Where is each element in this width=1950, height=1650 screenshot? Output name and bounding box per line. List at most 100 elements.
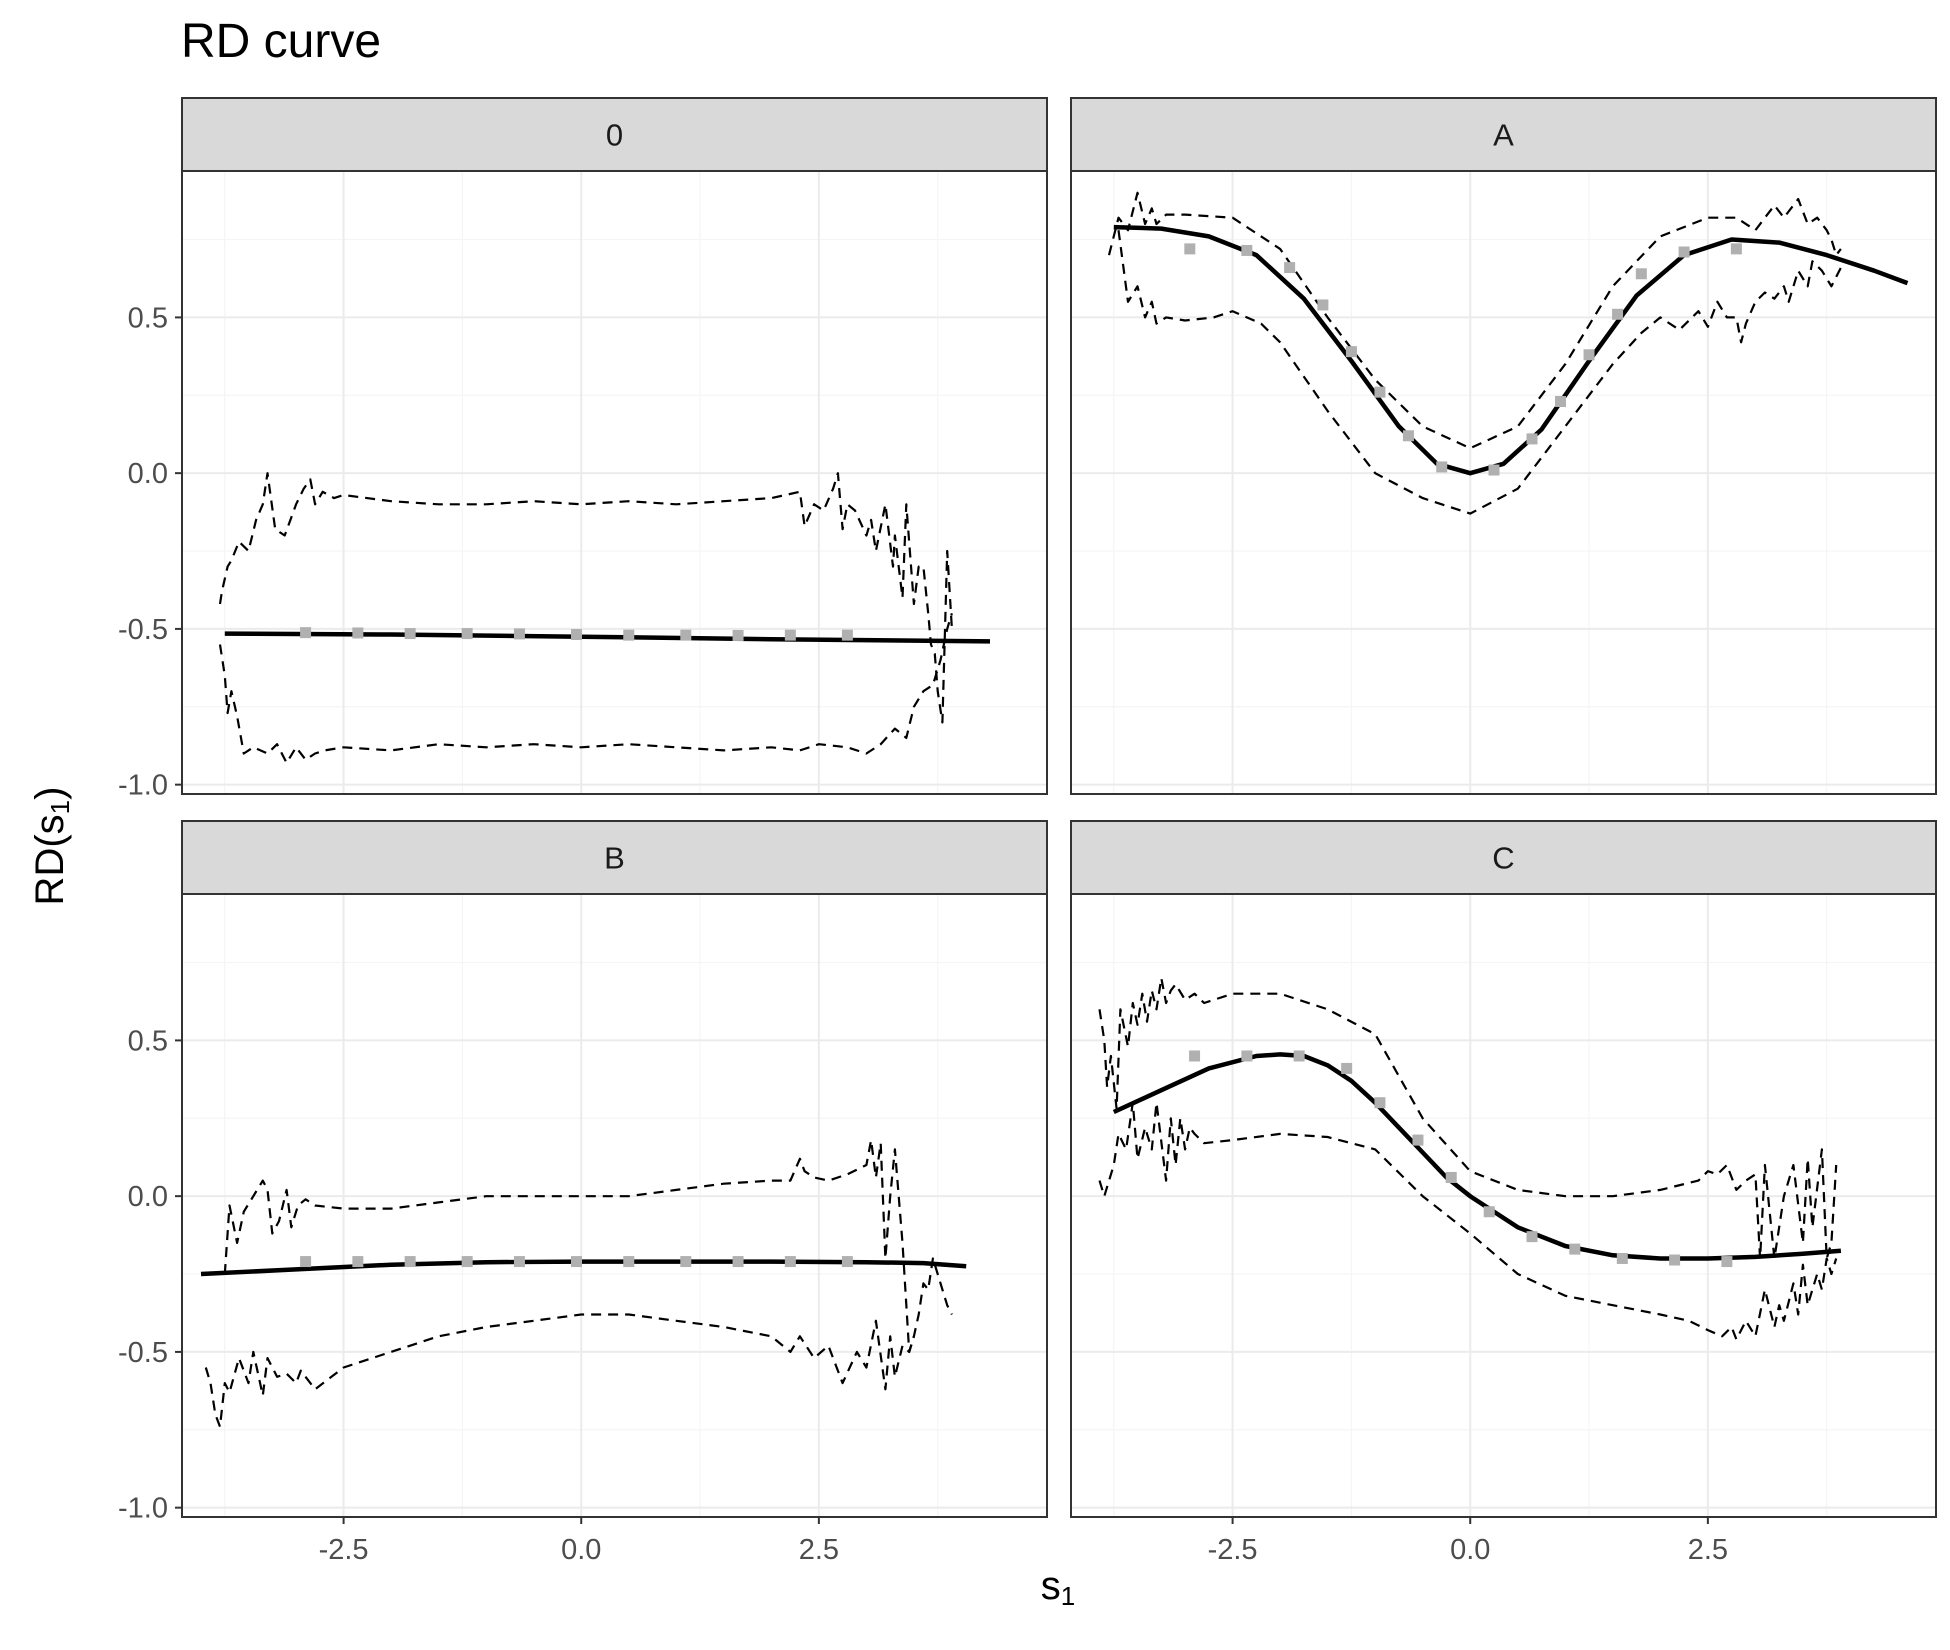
data-point-marker [784, 1256, 796, 1268]
facet-strip [1070, 97, 1937, 172]
estimate-line [1113, 224, 1909, 476]
estimate-line [1112, 1052, 1842, 1261]
panel-background [1071, 171, 1936, 794]
lower-line [1117, 230, 1842, 515]
facet-c: C -2.5 0.0 2.5 [1070, 820, 1937, 1566]
series-layer [1107, 191, 1909, 515]
upper-line [1098, 976, 1838, 1260]
data-point-marker [300, 627, 312, 639]
panel-background [1071, 894, 1936, 1517]
x-tick-label: 0.0 [561, 1534, 601, 1566]
facet-strip [181, 97, 1048, 172]
data-point-marker [461, 628, 473, 640]
lower-line [204, 1313, 915, 1428]
upper-line [218, 472, 953, 724]
data-point-marker [1184, 243, 1196, 255]
data-point-marker [1293, 1050, 1305, 1062]
data-point-marker [1721, 1256, 1733, 1268]
data-point-marker [352, 1256, 364, 1268]
y-tick-label: -1.0 [118, 770, 168, 802]
facet-0: 0 -1.0 -0.5 0.0 0.5 [118, 97, 1048, 802]
data-point-marker [1341, 1062, 1353, 1074]
chart-title: RD curve [181, 15, 382, 68]
data-point-marker [1402, 430, 1414, 442]
data-point-marker [1412, 1134, 1424, 1146]
data-point-marker [300, 1256, 312, 1268]
data-point-marker [732, 1256, 744, 1268]
data-point-marker [784, 629, 796, 641]
data-point-marker [352, 627, 364, 639]
y-tick-label: -0.5 [118, 1337, 168, 1369]
data-point-marker [1374, 386, 1386, 398]
series-layer [1098, 976, 1842, 1341]
data-point-marker [841, 629, 853, 641]
data-point-marker [1284, 262, 1296, 274]
lower-line [218, 612, 953, 765]
data-point-marker [1189, 1050, 1201, 1062]
x-tick-label: -2.5 [1208, 1534, 1258, 1566]
y-tick-label: -1.0 [118, 1493, 168, 1525]
facet-strip-label: C [1492, 841, 1514, 876]
facet-strip [1070, 820, 1937, 895]
data-point-marker [1526, 433, 1538, 445]
data-point-marker [1241, 1050, 1253, 1062]
series-layer [200, 1138, 967, 1428]
x-axis-label: s1 [1041, 1564, 1075, 1612]
x-tick-label: 0.0 [1450, 1534, 1490, 1566]
data-point-marker [570, 629, 582, 641]
data-point-marker [513, 628, 525, 640]
data-point-marker [841, 1256, 853, 1268]
y-tick-label: 0.5 [128, 1025, 168, 1057]
data-point-marker [1635, 268, 1647, 280]
data-point-marker [732, 629, 744, 641]
data-point-marker [1526, 1231, 1538, 1243]
facet-strip-label: B [604, 841, 625, 876]
facet-a: A [1070, 97, 1937, 795]
data-point-marker [623, 629, 635, 641]
data-point-marker [513, 1256, 525, 1268]
data-point-marker [1569, 1243, 1581, 1255]
facet-b: B -1.0 -0.5 0.0 0.5 -2.5 0.0 2.5 [118, 820, 1048, 1566]
panel-background [182, 894, 1047, 1517]
y-tick-label: 0.0 [128, 1181, 168, 1213]
data-point-marker [1483, 1206, 1495, 1218]
data-point-marker [404, 1256, 416, 1268]
panel-background [182, 171, 1047, 794]
y-tick-label: 0.5 [128, 302, 168, 334]
y-tick-label: -0.5 [118, 614, 168, 646]
data-point-marker [570, 1256, 582, 1268]
x-axis-label-sub: 1 [1060, 1581, 1076, 1611]
facet-strip-label: 0 [606, 118, 623, 153]
data-point-marker [1317, 299, 1329, 311]
data-point-marker [1488, 464, 1500, 476]
data-point-marker [1612, 308, 1624, 320]
data-point-marker [623, 1256, 635, 1268]
data-point-marker [1445, 1171, 1457, 1183]
data-point-marker [461, 1256, 473, 1268]
data-point-marker [1345, 346, 1357, 358]
lower-line [1098, 1101, 1838, 1341]
data-point-marker [1583, 349, 1595, 361]
data-point-marker [1241, 244, 1253, 256]
x-axis-label-main: s [1040, 1564, 1061, 1608]
data-point-marker [1374, 1097, 1386, 1109]
x-tick-label: 2.5 [799, 1534, 839, 1566]
data-point-marker [1669, 1254, 1681, 1266]
data-point-marker [680, 1256, 692, 1268]
data-point-marker [680, 629, 692, 641]
x-tick-label: 2.5 [1688, 1534, 1728, 1566]
data-point-marker [1616, 1252, 1628, 1264]
data-point-marker [1678, 246, 1690, 258]
data-point-marker [1436, 461, 1448, 473]
y-tick-label: 0.0 [128, 458, 168, 490]
facet-strip-label: A [1493, 118, 1514, 153]
upper-line [1107, 191, 1842, 450]
data-point-marker [404, 628, 416, 640]
data-point-marker [1730, 243, 1742, 255]
x-tick-label: -2.5 [319, 1534, 369, 1566]
upper-line [223, 1138, 953, 1354]
data-point-marker [1555, 396, 1567, 408]
facet-strip [181, 820, 1048, 895]
